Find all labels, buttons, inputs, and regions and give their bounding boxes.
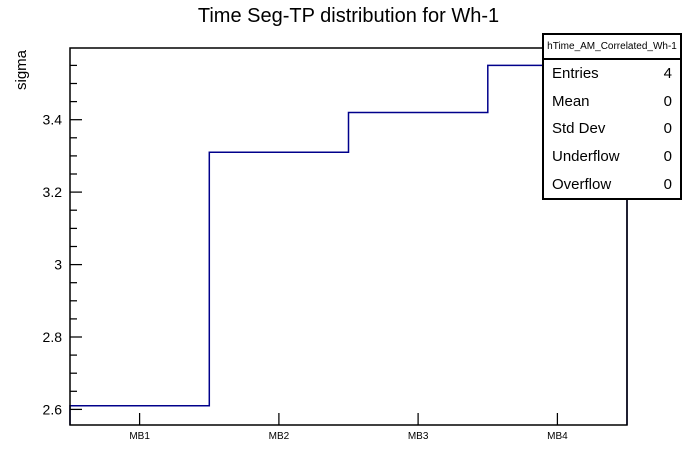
stat-value: 4 bbox=[663, 65, 672, 83]
stats-row-underflow: Underflow 0 bbox=[544, 143, 680, 171]
x-tick-label: MB3 bbox=[408, 431, 429, 442]
stats-box: hTime_AM_Correlated_Wh-1 Entries 4 Mean … bbox=[542, 33, 682, 200]
stat-value: 0 bbox=[663, 175, 672, 193]
plot-frame bbox=[69, 47, 628, 426]
x-tick-label: MB4 bbox=[547, 431, 568, 442]
stat-label: Entries bbox=[552, 65, 599, 83]
chart-title: Time Seg-TP distribution for Wh-1 bbox=[197, 5, 500, 27]
y-tick-label: 2.8 bbox=[43, 329, 63, 345]
stat-label: Mean bbox=[552, 92, 590, 110]
stats-row-mean: Mean 0 bbox=[544, 88, 680, 116]
y-tick-label: 3.4 bbox=[43, 112, 63, 128]
stat-label: Underflow bbox=[552, 148, 620, 166]
stats-row-stddev: Std Dev 0 bbox=[544, 115, 680, 143]
stats-rows: Entries 4 Mean 0 Std Dev 0 Underflow 0 O… bbox=[544, 60, 680, 198]
stats-row-overflow: Overflow 0 bbox=[544, 170, 680, 198]
y-tick-label: 3.2 bbox=[43, 184, 63, 200]
stat-label: Std Dev bbox=[552, 120, 606, 138]
stats-row-entries: Entries 4 bbox=[544, 60, 680, 88]
stat-value: 0 bbox=[663, 148, 672, 166]
stats-box-title: hTime_AM_Correlated_Wh-1 bbox=[544, 35, 680, 60]
stat-value: 0 bbox=[663, 92, 672, 110]
x-tick-label: MB2 bbox=[269, 431, 290, 442]
y-tick-label: 2.6 bbox=[43, 401, 63, 417]
stat-label: Overflow bbox=[552, 175, 612, 193]
stat-value: 0 bbox=[663, 120, 672, 138]
y-tick-label: 3 bbox=[54, 257, 62, 273]
x-tick-label: MB1 bbox=[129, 431, 150, 442]
